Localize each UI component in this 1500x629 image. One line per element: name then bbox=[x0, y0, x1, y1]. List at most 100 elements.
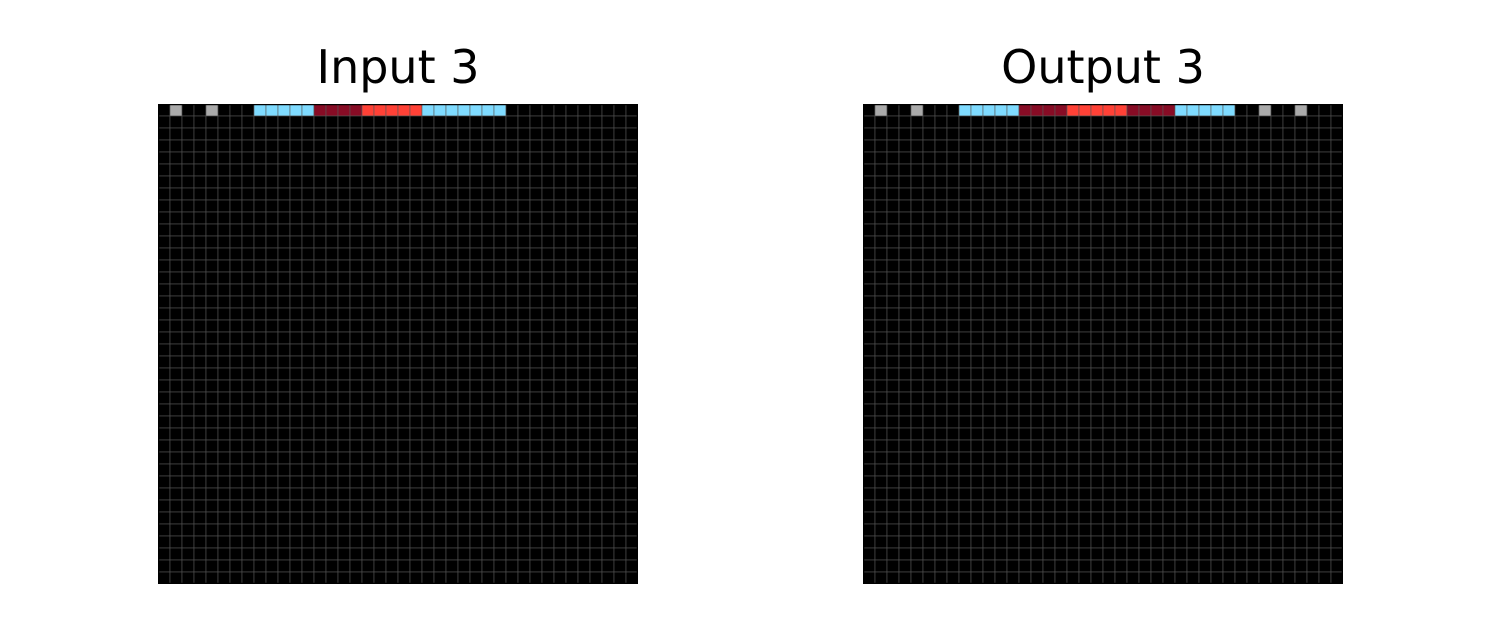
grid-cell bbox=[1078, 487, 1092, 501]
grid-cell bbox=[910, 439, 924, 453]
grid-cell bbox=[1066, 127, 1080, 141]
grid-cell bbox=[1042, 139, 1056, 153]
grid-cell bbox=[529, 175, 543, 189]
grid-cell bbox=[301, 211, 315, 225]
grid-cell bbox=[1186, 223, 1200, 237]
grid-cell bbox=[193, 271, 207, 285]
grid-cell bbox=[1042, 523, 1056, 537]
grid-cell bbox=[1126, 379, 1140, 393]
grid-cell bbox=[613, 547, 627, 561]
grid-cell bbox=[541, 307, 555, 321]
grid-cell bbox=[313, 307, 327, 321]
grid-cell bbox=[886, 343, 900, 357]
grid-cell bbox=[337, 391, 351, 405]
grid-cell bbox=[577, 523, 591, 537]
grid-cell bbox=[1246, 559, 1260, 573]
grid-cell bbox=[517, 547, 531, 561]
grid-cell bbox=[1294, 295, 1308, 309]
grid-cell bbox=[1126, 247, 1140, 261]
grid-cell bbox=[1066, 247, 1080, 261]
grid-cell bbox=[613, 271, 627, 285]
grid-cell bbox=[469, 211, 483, 225]
grid-cell bbox=[565, 283, 579, 297]
grid-cell bbox=[469, 199, 483, 213]
grid-cell bbox=[217, 235, 231, 249]
grid-cell bbox=[373, 331, 387, 345]
grid-cell bbox=[1246, 547, 1260, 561]
grid-cell bbox=[1258, 331, 1272, 345]
grid-cell bbox=[994, 391, 1008, 405]
grid-cell bbox=[169, 235, 183, 249]
grid-cell bbox=[277, 127, 291, 141]
grid-cell bbox=[337, 259, 351, 273]
grid-cell bbox=[863, 115, 876, 129]
grid-cell bbox=[1030, 295, 1044, 309]
grid-cell bbox=[493, 331, 507, 345]
grid-cell bbox=[361, 523, 375, 537]
grid-cell bbox=[994, 523, 1008, 537]
grid-cell bbox=[469, 319, 483, 333]
grid-cell bbox=[1078, 163, 1092, 177]
grid-cell bbox=[958, 259, 972, 273]
grid-cell bbox=[181, 547, 195, 561]
grid-cell bbox=[1030, 427, 1044, 441]
grid-cell bbox=[337, 475, 351, 489]
grid-cell bbox=[1090, 355, 1104, 369]
grid-cell bbox=[241, 104, 255, 117]
grid-cell bbox=[373, 499, 387, 513]
grid-cell bbox=[565, 199, 579, 213]
grid-cell bbox=[886, 151, 900, 165]
grid-cell bbox=[863, 223, 876, 237]
grid-cell bbox=[505, 379, 519, 393]
grid-cell bbox=[970, 463, 984, 477]
grid-cell bbox=[373, 175, 387, 189]
grid-cell bbox=[1042, 355, 1056, 369]
grid-cell bbox=[1126, 127, 1140, 141]
grid-cell bbox=[589, 247, 603, 261]
grid-cell bbox=[1258, 139, 1272, 153]
grid-cell bbox=[922, 235, 936, 249]
grid-cell bbox=[517, 127, 531, 141]
grid-cell bbox=[1018, 367, 1032, 381]
grid-cell bbox=[1306, 367, 1320, 381]
grid-cell bbox=[1234, 571, 1248, 584]
grid-cell bbox=[1006, 319, 1020, 333]
grid-cell bbox=[625, 547, 638, 561]
grid-cell bbox=[349, 283, 363, 297]
grid-cell bbox=[1270, 499, 1284, 513]
grid-cell bbox=[1174, 403, 1188, 417]
grid-cell bbox=[1186, 127, 1200, 141]
grid-cell bbox=[325, 463, 339, 477]
grid-cell bbox=[1066, 463, 1080, 477]
grid-cell bbox=[958, 247, 972, 261]
grid-cell bbox=[1210, 199, 1224, 213]
grid-cell bbox=[193, 104, 207, 117]
grid-cell bbox=[1306, 211, 1320, 225]
grid-cell bbox=[517, 331, 531, 345]
grid-cell bbox=[1054, 271, 1068, 285]
grid-cell bbox=[277, 379, 291, 393]
grid-cell bbox=[169, 211, 183, 225]
grid-cell bbox=[158, 367, 171, 381]
grid-cell bbox=[349, 199, 363, 213]
grid-cell bbox=[1150, 283, 1164, 297]
grid-cell bbox=[265, 139, 279, 153]
grid-cell bbox=[1018, 104, 1032, 117]
grid-cell bbox=[1270, 343, 1284, 357]
grid-cell bbox=[229, 535, 243, 549]
grid-cell bbox=[1078, 331, 1092, 345]
grid-cell bbox=[994, 271, 1008, 285]
grid-cell bbox=[1030, 571, 1044, 584]
grid-cell bbox=[289, 427, 303, 441]
grid-cell bbox=[1078, 199, 1092, 213]
grid-cell bbox=[397, 127, 411, 141]
grid-cell bbox=[169, 163, 183, 177]
grid-cell bbox=[217, 271, 231, 285]
grid-cell bbox=[265, 127, 279, 141]
grid-cell bbox=[1198, 451, 1212, 465]
grid-cell bbox=[934, 415, 948, 429]
grid-cell bbox=[1270, 199, 1284, 213]
grid-cell bbox=[1306, 439, 1320, 453]
grid-cell bbox=[397, 187, 411, 201]
grid-cell bbox=[493, 235, 507, 249]
